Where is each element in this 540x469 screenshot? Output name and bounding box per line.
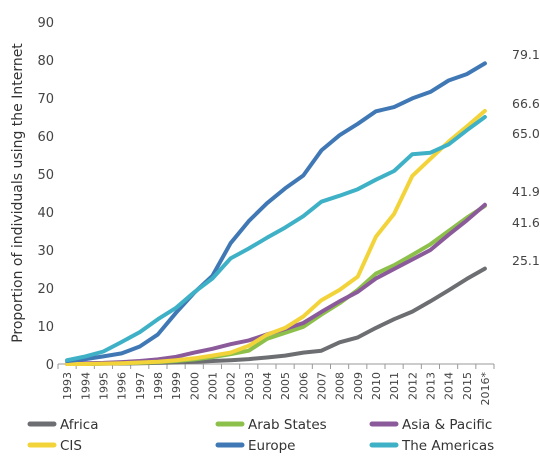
x-tick-label: 2001	[206, 372, 219, 400]
series-line-the-americas	[65, 115, 487, 363]
y-tick-label: 90	[37, 16, 54, 31]
x-tick-label: 2006	[297, 372, 310, 400]
x-tick-label: 1999	[170, 372, 183, 400]
x-tick-label: 1997	[134, 372, 147, 400]
y-axis-label: Proportion of individuals using the Inte…	[10, 43, 26, 343]
y-tick-label: 0	[46, 358, 54, 373]
x-tick-label: 2013	[424, 372, 437, 400]
x-tick-label: 1996	[116, 372, 129, 400]
x-tick-label: 2005	[279, 372, 292, 400]
y-tick-label: 10	[37, 320, 54, 335]
legend-label: Arab States	[248, 417, 327, 433]
series-line-arab-states	[65, 203, 487, 366]
x-tick-label: 2011	[388, 372, 401, 400]
y-tick-label: 80	[37, 54, 54, 69]
series-line-cis	[65, 108, 487, 366]
end-value-label: 65.0	[512, 126, 540, 141]
y-tick-label: 40	[37, 206, 54, 221]
legend-label: Africa	[60, 417, 99, 433]
x-tick-label: 2012	[406, 372, 419, 400]
x-tick-label: 1998	[152, 372, 165, 400]
end-value-label: 66.6	[512, 96, 540, 111]
series-lines	[65, 61, 487, 366]
x-tick-label: 2003	[243, 372, 256, 400]
x-tick-label: 1995	[97, 372, 110, 400]
y-tick-label: 60	[37, 130, 54, 145]
y-tick-label: 30	[37, 244, 54, 259]
x-tick-label: 2016*	[479, 372, 492, 406]
x-axis-ticks: 1993 1994 1995 1996 1997 1998 1999 2000 2001 2002…	[61, 372, 492, 406]
x-tick-label: 2002	[225, 372, 238, 400]
legend: Africa Arab States Asia & Pacific CIS Europe…	[27, 417, 494, 454]
end-value-label: 41.9	[512, 184, 540, 199]
end-value-label: 25.1	[512, 253, 540, 268]
y-axis-title: Proportion of individuals using the Inte…	[10, 43, 26, 343]
y-axis-ticks: 0 10 20 30 40 50 60 70 80 90	[37, 16, 54, 373]
x-tick-label: 2007	[315, 372, 328, 400]
end-value-label: 79.1	[512, 47, 540, 62]
x-tick-label: 2004	[261, 372, 274, 400]
series-line-europe	[65, 61, 487, 363]
x-tick-label: 2015	[461, 372, 474, 400]
y-tick-label: 70	[37, 92, 54, 107]
y-tick-label: 20	[37, 282, 54, 297]
legend-label: Europe	[248, 438, 295, 454]
x-tick-label: 2014	[443, 372, 456, 400]
legend-label: CIS	[60, 438, 82, 454]
end-value-labels: 79.1 66.6 65.0 41.9 41.6 25.1	[512, 47, 540, 268]
x-tick-label: 2000	[188, 372, 201, 400]
x-tick-label: 2008	[334, 372, 347, 400]
legend-label: The Americas	[401, 438, 494, 454]
y-tick-label: 50	[37, 168, 54, 183]
end-value-label: 41.6	[512, 215, 540, 230]
x-tick-label: 2010	[370, 372, 383, 400]
x-tick-label: 2009	[352, 372, 365, 400]
x-tick-label: 1994	[79, 372, 92, 400]
x-tick-label: 1993	[61, 372, 74, 400]
legend-label: Asia & Pacific	[402, 417, 492, 433]
